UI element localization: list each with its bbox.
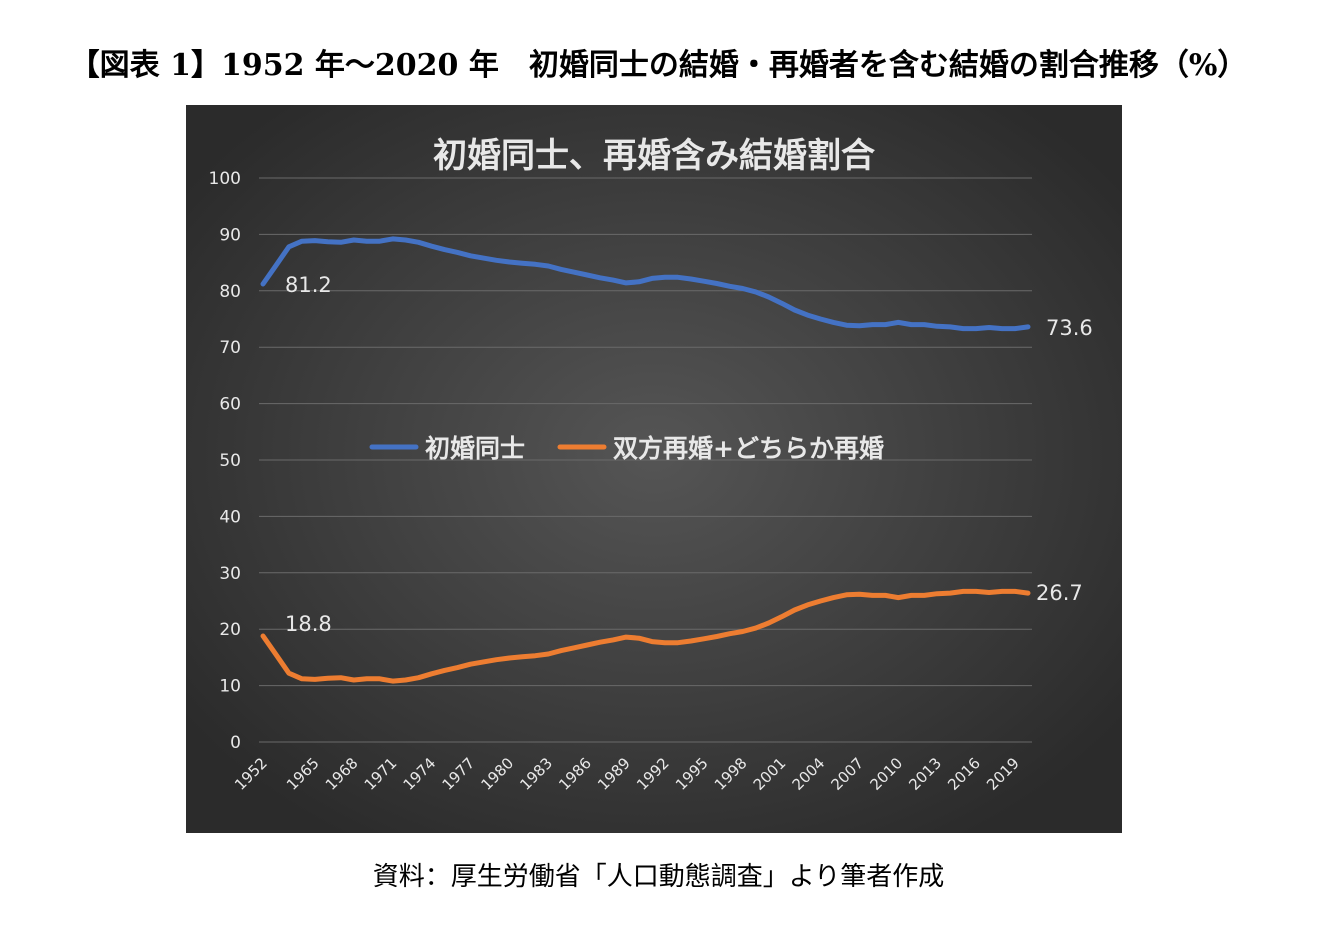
y-axis-tick-labels: 0 10 20 30 40 50 60 70 80 90 100 bbox=[209, 169, 241, 753]
y-tick-label: 0 bbox=[230, 733, 241, 753]
y-tick-label: 40 bbox=[219, 507, 241, 527]
data-label: 81.2 bbox=[285, 273, 332, 297]
y-tick-label: 30 bbox=[219, 564, 241, 584]
y-tick-label: 100 bbox=[209, 169, 241, 189]
data-labels: 81.2 73.6 18.8 26.7 bbox=[285, 273, 1093, 636]
legend-label: 双方再婚+どちらか再婚 bbox=[613, 434, 884, 463]
y-tick-label: 60 bbox=[219, 395, 241, 415]
legend: 初婚同士 双方再婚+どちらか再婚 bbox=[369, 434, 884, 463]
chart-panel: 0 10 20 30 40 50 60 70 80 90 100 1952 1965 1968 1971 1… bbox=[186, 105, 1122, 833]
gridlines bbox=[259, 177, 1032, 743]
chart-background bbox=[186, 105, 1122, 833]
y-tick-label: 20 bbox=[219, 620, 241, 640]
chart-title: 初婚同士、再婚含み結婚割合 bbox=[433, 136, 875, 176]
y-tick-label: 70 bbox=[219, 338, 241, 358]
y-tick-label: 80 bbox=[219, 282, 241, 302]
legend-label: 初婚同士 bbox=[425, 434, 525, 463]
y-tick-label: 10 bbox=[219, 677, 241, 697]
page-heading: 【図表 1】1952 年～2020 年 初婚同士の結婚・再婚者を含む結婚の割合推… bbox=[69, 48, 1248, 83]
y-tick-label: 90 bbox=[219, 225, 241, 245]
data-label: 18.8 bbox=[285, 612, 332, 636]
series-line-remarriage bbox=[260, 588, 1031, 684]
data-label: 26.7 bbox=[1036, 581, 1083, 605]
series-lines bbox=[260, 236, 1031, 684]
y-tick-label: 50 bbox=[219, 451, 241, 471]
source-note: 資料：厚生労働省「人口動態調査」より筆者作成 bbox=[372, 862, 945, 892]
data-label: 73.6 bbox=[1046, 316, 1093, 340]
series-line-first-marriage bbox=[260, 236, 1031, 332]
